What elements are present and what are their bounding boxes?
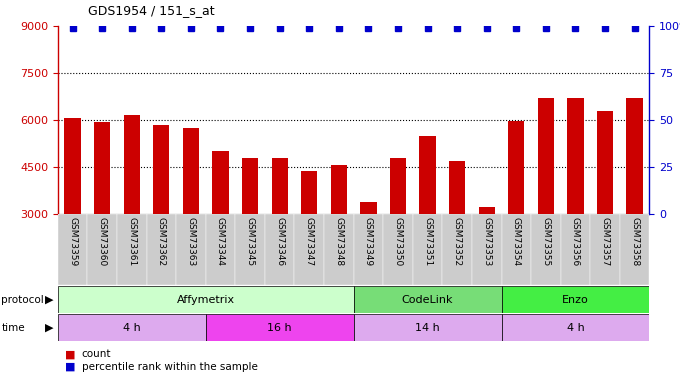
Text: 4 h: 4 h: [566, 323, 584, 333]
Text: GSM73359: GSM73359: [68, 217, 77, 266]
Text: GSM73356: GSM73356: [571, 217, 580, 266]
Text: time: time: [1, 323, 25, 333]
Bar: [590, 214, 620, 285]
Bar: [124, 116, 140, 214]
Text: ▶: ▶: [45, 295, 53, 304]
Text: GSM73355: GSM73355: [541, 217, 550, 266]
Text: 16 h: 16 h: [267, 323, 292, 333]
Text: 14 h: 14 h: [415, 323, 440, 333]
Bar: [58, 214, 87, 285]
Text: GSM73349: GSM73349: [364, 217, 373, 266]
Text: GSM73346: GSM73346: [275, 217, 284, 266]
Text: GSM73348: GSM73348: [335, 217, 343, 266]
Bar: [176, 214, 206, 285]
Bar: [206, 314, 354, 341]
Bar: [443, 214, 472, 285]
Bar: [206, 214, 235, 285]
Bar: [87, 214, 117, 285]
Bar: [508, 121, 524, 214]
Bar: [420, 136, 436, 214]
Bar: [502, 214, 531, 285]
Text: GSM73363: GSM73363: [186, 217, 195, 266]
Bar: [561, 214, 590, 285]
Bar: [597, 111, 613, 214]
Bar: [65, 118, 81, 214]
Text: count: count: [82, 350, 111, 359]
Text: GSM73345: GSM73345: [245, 217, 254, 266]
Text: 4 h: 4 h: [123, 323, 141, 333]
Text: GSM73353: GSM73353: [482, 217, 491, 266]
Bar: [354, 214, 384, 285]
Bar: [413, 214, 442, 285]
Text: GSM73362: GSM73362: [157, 217, 166, 266]
Bar: [567, 98, 583, 214]
Text: GSM73351: GSM73351: [423, 217, 432, 266]
Bar: [58, 314, 206, 341]
Text: GSM73354: GSM73354: [512, 217, 521, 266]
Text: GSM73344: GSM73344: [216, 217, 225, 266]
Text: GSM73361: GSM73361: [127, 217, 136, 266]
Bar: [449, 161, 465, 214]
Bar: [502, 314, 649, 341]
Text: GSM73357: GSM73357: [600, 217, 609, 266]
Bar: [301, 171, 318, 214]
Bar: [242, 158, 258, 214]
Text: GSM73352: GSM73352: [453, 217, 462, 266]
Bar: [626, 98, 643, 214]
Bar: [117, 214, 147, 285]
Bar: [330, 165, 347, 214]
Bar: [472, 214, 502, 285]
Bar: [58, 286, 354, 313]
Text: GSM73347: GSM73347: [305, 217, 313, 266]
Bar: [212, 151, 228, 214]
Text: CodeLink: CodeLink: [402, 295, 454, 304]
Bar: [538, 98, 554, 214]
Text: ▶: ▶: [45, 323, 53, 333]
Text: GSM73350: GSM73350: [394, 217, 403, 266]
Bar: [354, 286, 502, 313]
Bar: [265, 214, 294, 285]
Bar: [324, 214, 354, 285]
Bar: [94, 122, 110, 214]
Text: GDS1954 / 151_s_at: GDS1954 / 151_s_at: [88, 4, 215, 17]
Text: Affymetrix: Affymetrix: [177, 295, 235, 304]
Bar: [531, 214, 561, 285]
Bar: [183, 128, 199, 214]
Bar: [271, 158, 288, 214]
Bar: [479, 207, 495, 214]
Text: ■: ■: [65, 350, 75, 359]
Text: Enzo: Enzo: [562, 295, 589, 304]
Bar: [384, 214, 413, 285]
Bar: [354, 314, 502, 341]
Text: ■: ■: [65, 362, 75, 372]
Bar: [360, 202, 377, 214]
Bar: [294, 214, 324, 285]
Text: GSM73360: GSM73360: [98, 217, 107, 266]
Bar: [390, 158, 406, 214]
Text: protocol: protocol: [1, 295, 44, 304]
Bar: [620, 214, 649, 285]
Bar: [235, 214, 265, 285]
Bar: [153, 125, 169, 214]
Text: GSM73358: GSM73358: [630, 217, 639, 266]
Bar: [147, 214, 176, 285]
Bar: [502, 286, 649, 313]
Text: percentile rank within the sample: percentile rank within the sample: [82, 362, 258, 372]
